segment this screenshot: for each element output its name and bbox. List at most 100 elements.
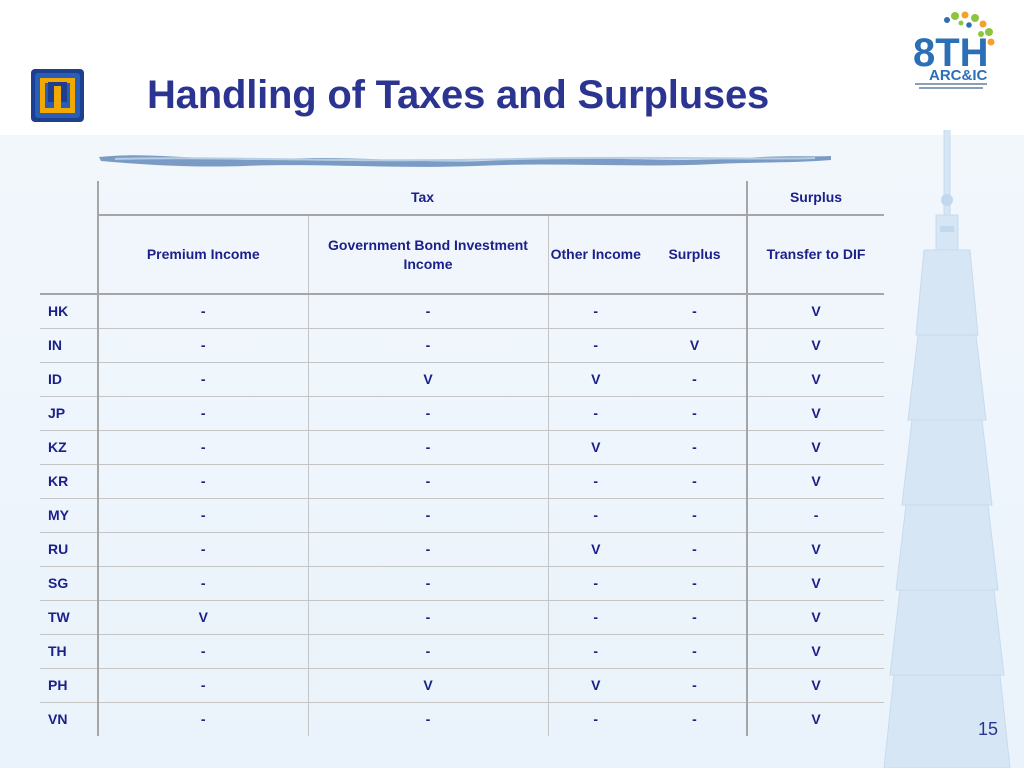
country-code-cell: HK — [40, 294, 98, 329]
government-bond-income-cell: - — [308, 532, 549, 567]
brush-stroke-divider — [99, 155, 831, 167]
other-income-cell: V — [548, 362, 643, 397]
premium-income-cell: - — [97, 362, 309, 397]
premium-income-cell: - — [97, 634, 309, 669]
table-row: MY - - - - - — [40, 498, 885, 533]
taxes-surpluses-table: Tax Surplus Premium Income Government Bo… — [40, 181, 885, 736]
transfer-to-dif-cell: V — [746, 600, 885, 635]
transfer-to-dif-cell: V — [746, 634, 885, 669]
corner-cell — [40, 181, 98, 215]
surplus-cell: - — [692, 711, 697, 727]
country-code-cell: IN — [40, 328, 98, 363]
premium-income-cell: - — [97, 498, 309, 533]
table-row: TW V - - - V — [40, 600, 885, 635]
other-income-cell: - — [548, 498, 643, 533]
column-header-transfer-to-dif: Transfer to DIF — [746, 215, 885, 295]
premium-income-cell: - — [97, 430, 309, 465]
country-code-cell: TH — [40, 634, 98, 669]
transfer-to-dif-cell: V — [746, 702, 885, 736]
slide-title: Handling of Taxes and Surpluses — [147, 73, 770, 117]
government-bond-income-cell: - — [308, 396, 549, 431]
transfer-to-dif-cell: V — [746, 532, 885, 567]
table-row: RU - - V - V — [40, 532, 885, 567]
other-income-cell: V — [548, 430, 643, 465]
tax-group-header: Tax — [96, 181, 748, 216]
transfer-to-dif-cell: V — [746, 396, 885, 431]
surplus-cell: - — [643, 532, 748, 567]
transfer-to-dif-cell: V — [746, 668, 885, 703]
table-row: SG - - - - V — [40, 566, 885, 601]
column-header-row: Premium Income Government Bond Investmen… — [40, 215, 885, 295]
surplus-cell: - — [643, 294, 748, 329]
other-income-cell: - — [548, 396, 643, 431]
transfer-to-dif-cell: V — [746, 566, 885, 601]
group-header-row: Tax Surplus — [40, 181, 885, 216]
country-code-cell: KR — [40, 464, 98, 499]
other-income-cell: - — [548, 294, 643, 329]
table-row: PH - V V - V — [40, 668, 885, 703]
other-income-cell: V — [548, 668, 643, 703]
transfer-to-dif-cell: - — [746, 498, 885, 533]
other-income-cell: - — [548, 328, 643, 363]
surplus-cell: - — [643, 464, 748, 499]
corner-cell — [40, 215, 98, 295]
premium-income-cell: - — [97, 702, 309, 736]
country-code-cell: TW — [40, 600, 98, 635]
country-code-cell: VN — [48, 711, 68, 727]
table-row: VN - - - - V — [40, 702, 885, 736]
government-bond-income-cell: - — [308, 464, 549, 499]
country-code-cell: RU — [40, 532, 98, 567]
transfer-to-dif-cell: V — [746, 328, 885, 363]
column-header-government-bond-income: Government Bond Investment Income — [308, 215, 549, 295]
surplus-cell: - — [643, 600, 748, 635]
premium-income-cell: - — [97, 566, 309, 601]
taipei-101-tower-watermark — [883, 130, 1011, 768]
government-bond-income-cell: - — [308, 430, 549, 465]
premium-income-cell: V — [97, 600, 309, 635]
surplus-cell: V — [643, 328, 748, 363]
other-income-cell: - — [593, 711, 599, 727]
table-row: JP - - - - V — [40, 396, 885, 431]
government-bond-income-cell: V — [308, 362, 549, 397]
country-code-cell: KZ — [40, 430, 98, 465]
other-income-cell: - — [548, 464, 643, 499]
8th-arc-ic-conference-logo: 8TH ARC&IC — [913, 11, 995, 89]
table-row: KZ - - V - V — [40, 430, 885, 465]
surplus-cell: - — [643, 498, 748, 533]
table-row: TH - - - - V — [40, 634, 885, 669]
surplus-group-header: Surplus — [746, 181, 885, 216]
column-header-surplus: Surplus — [643, 215, 748, 295]
table-row: HK - - - - V — [40, 294, 885, 329]
table-row: IN - - - V V — [40, 328, 885, 363]
premium-income-cell: - — [97, 668, 309, 703]
government-bond-income-cell: - — [308, 634, 549, 669]
government-bond-income-cell: - — [308, 328, 549, 363]
transfer-to-dif-cell: V — [746, 430, 885, 465]
premium-income-cell: - — [97, 532, 309, 567]
slide-number: 15 — [978, 719, 999, 739]
table-body: HK - - - - V IN - - - V V ID - V V - V JP - - - - V KZ - - V - V KR - - -… — [40, 294, 885, 736]
premium-income-cell: - — [97, 294, 309, 329]
country-code-cell: MY — [40, 498, 98, 533]
organization-emblem-icon — [31, 69, 84, 122]
table-row: ID - V V - V — [40, 362, 885, 397]
government-bond-income-cell: V — [308, 668, 549, 703]
surplus-cell: - — [643, 430, 748, 465]
surplus-cell: - — [643, 362, 748, 397]
country-code-cell: ID — [40, 362, 98, 397]
other-income-cell: - — [548, 600, 643, 635]
other-income-cell: V — [548, 532, 643, 567]
svg-text:8TH: 8TH — [913, 31, 989, 75]
other-income-cell: - — [548, 566, 643, 601]
surplus-cell: - — [643, 566, 748, 601]
government-bond-income-cell: - — [308, 294, 549, 329]
transfer-to-dif-cell: V — [746, 362, 885, 397]
government-bond-income-cell: - — [308, 498, 549, 533]
country-code-cell: PH — [40, 668, 98, 703]
country-code-cell: SG — [40, 566, 98, 601]
country-code-cell: JP — [40, 396, 98, 431]
surplus-cell: - — [643, 634, 748, 669]
other-income-cell: - — [548, 634, 643, 669]
surplus-cell: - — [643, 668, 748, 703]
transfer-to-dif-cell: V — [746, 294, 885, 329]
